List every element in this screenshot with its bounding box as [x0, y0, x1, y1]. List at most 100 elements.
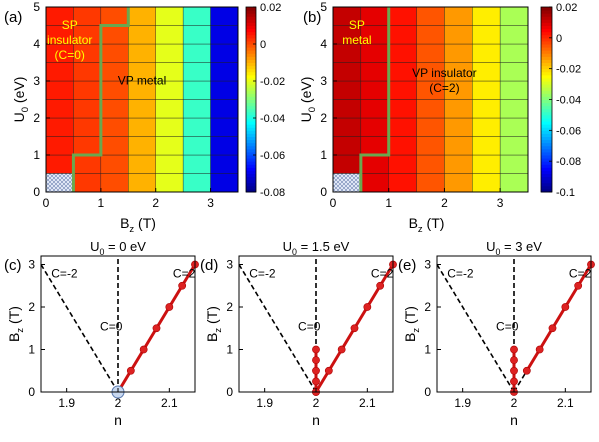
- colorbar-segment: [541, 133, 552, 137]
- heatmap-cell: [155, 173, 184, 193]
- x-axis-label: n: [510, 412, 518, 428]
- heatmap-cell: [182, 62, 211, 82]
- y-tick-label: 2: [226, 300, 233, 314]
- colorbar-segment: [541, 50, 552, 54]
- colorbar-segment: [246, 47, 256, 51]
- reference-line: [436, 264, 515, 393]
- heatmap-cell: [388, 173, 417, 193]
- colorbar-segment: [246, 87, 256, 91]
- heatmap-cell: [73, 62, 102, 82]
- heatmap-cell: [388, 43, 417, 63]
- colorbar-segment: [541, 47, 552, 51]
- heatmap-cell: [100, 154, 129, 174]
- colorbar-segment: [246, 96, 256, 100]
- heatmap-cell: [210, 173, 239, 193]
- y-tick-label: 0: [424, 385, 431, 399]
- heatmap-cell: [472, 25, 501, 45]
- region-annotation: metal: [342, 33, 371, 47]
- heatmap-cell: [210, 43, 239, 63]
- x-axis-label: Bz (T): [120, 215, 156, 235]
- heatmap-cell: [360, 173, 389, 193]
- heatmap-cell: [155, 117, 184, 137]
- heatmap-cell: [128, 117, 156, 137]
- x-tick-label: 2.1: [161, 396, 178, 410]
- colorbar-segment: [246, 105, 256, 110]
- heatmap-cell: [182, 99, 211, 119]
- heatmap-cell: [45, 117, 74, 137]
- heatmap-cell: [210, 154, 239, 174]
- colorbar-segment: [246, 170, 256, 174]
- panel-title: U0 = 0 eV: [90, 239, 146, 257]
- heatmap-cell: [100, 173, 129, 193]
- reference-line: [40, 264, 119, 393]
- heatmap-cell: [388, 80, 417, 100]
- colorbar-segment: [246, 139, 256, 144]
- heatmap-cell: [388, 99, 417, 119]
- panel-tag: (b): [303, 9, 321, 26]
- heatmap-cell: [100, 99, 129, 119]
- heatmap-cell: [182, 6, 211, 26]
- heatmap-cell: [332, 154, 362, 174]
- heatmap-cell: [182, 173, 211, 193]
- colorbar-segment: [541, 142, 552, 147]
- colorbar-segment: [246, 65, 256, 70]
- colorbar-tick-label: 0.02: [260, 2, 281, 14]
- heatmap-cell: [444, 99, 473, 119]
- colorbar-segment: [541, 53, 552, 57]
- colorbar-tick-label: -0.02: [260, 76, 285, 88]
- colorbar-segment: [541, 161, 552, 165]
- y-tick-label: 3: [28, 258, 35, 272]
- colorbar-tick-label: -0.1: [556, 187, 575, 199]
- x-tick-label: 2: [152, 196, 159, 210]
- colorbar-segment: [541, 44, 552, 48]
- colorbar-segment: [541, 71, 552, 76]
- heatmap-cell: [444, 136, 473, 156]
- heatmap-cell: [444, 154, 473, 174]
- heatmap-cell: [416, 99, 445, 119]
- y-axis-label: Bz (T): [204, 306, 224, 342]
- x-axis-label: n: [114, 412, 122, 428]
- colorbar-segment: [246, 167, 256, 171]
- colorbar-segment: [541, 25, 552, 30]
- heatmap-cell: [332, 117, 362, 137]
- heatmap-cell: [472, 43, 501, 63]
- y-tick-label: 1: [424, 343, 431, 357]
- x-tick-label: 2: [313, 396, 320, 410]
- x-tick-label: 2.1: [557, 396, 574, 410]
- heatmap-cell: [155, 99, 184, 119]
- plot-frame: [332, 6, 529, 193]
- y-axis-label: Bz (T): [6, 306, 26, 342]
- panel-title: U0 = 3 eV: [486, 239, 542, 257]
- heatmap-cell: [210, 6, 239, 26]
- y-tick-label: 5: [33, 0, 40, 14]
- colorbar-segment: [541, 179, 552, 184]
- y-tick-label: 2: [28, 300, 35, 314]
- colorbar-segment: [246, 62, 256, 67]
- chern-number-label: C=0: [496, 319, 519, 333]
- heatmap-cell: [100, 117, 129, 137]
- chern-number-label: C=-2: [447, 266, 474, 280]
- x-tick-label: 2: [511, 396, 518, 410]
- colorbar-segment: [541, 127, 552, 131]
- chern-number-label: C=0: [100, 319, 123, 333]
- region-annotation: (C=0): [55, 48, 85, 62]
- y-tick-label: 3: [226, 258, 233, 272]
- data-point: [324, 366, 333, 375]
- colorbar-segment: [246, 40, 256, 45]
- region-annotation: VP metal: [118, 74, 166, 88]
- colorbar-segment: [246, 71, 256, 76]
- region-annotation: SP: [349, 18, 365, 32]
- chern-number-label: C=-2: [249, 266, 276, 280]
- colorbar-segment: [541, 167, 552, 171]
- colorbar-segment: [541, 185, 552, 190]
- heatmap-cell: [444, 6, 473, 26]
- colorbar-segment: [541, 28, 552, 33]
- colorbar-segment: [246, 133, 256, 137]
- colorbar-segment: [541, 40, 552, 45]
- colorbar-segment: [246, 90, 256, 94]
- heatmap-cell: [100, 25, 129, 45]
- data-point: [376, 281, 385, 290]
- colorbar-segment: [541, 84, 552, 88]
- colorbar-tick-label: -0.04: [556, 95, 581, 107]
- panel-tag: (d): [200, 257, 218, 274]
